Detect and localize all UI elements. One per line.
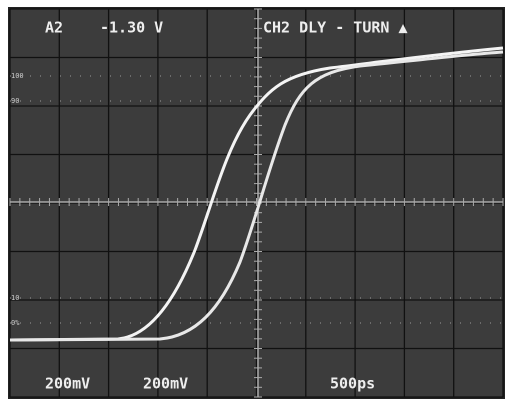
graticule-label: 100 — [11, 72, 24, 80]
scope-screen: A2 -1.30 V CH2 DLY - TURN ▲ 200mV 200mV … — [0, 0, 507, 401]
graticule-label: 90 — [11, 97, 19, 105]
ch2-scale: 200mV — [143, 375, 188, 393]
ch1-scale: 200mV — [45, 375, 90, 393]
graticule-label: 10 — [11, 294, 19, 302]
trigger-label: CH2 DLY - TURN ▲ — [263, 19, 408, 37]
level-label: -1.30 V — [100, 19, 163, 37]
page: A2 -1.30 V CH2 DLY - TURN ▲ 200mV 200mV … — [0, 0, 507, 401]
timebase: 500ps — [330, 375, 375, 393]
channel-label: A2 — [45, 19, 63, 37]
graticule-label: 0% — [11, 319, 20, 327]
